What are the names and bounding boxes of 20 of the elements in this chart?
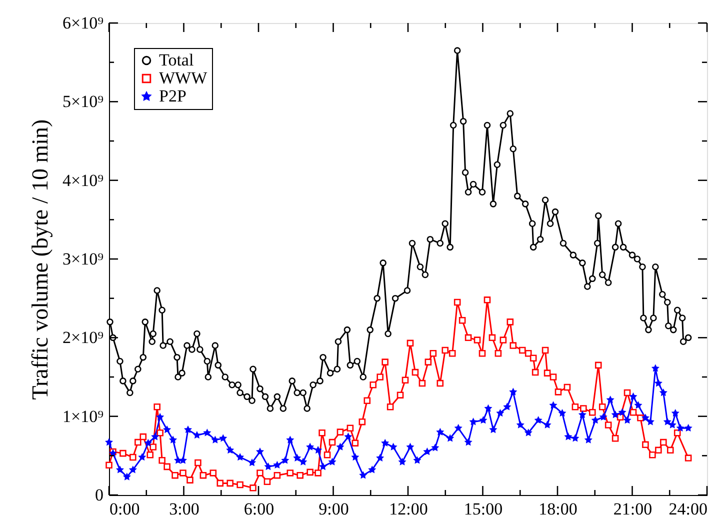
x-tick-label: 18:00 [538,500,578,518]
y-tick-label: 0 [95,486,104,504]
y-tick-label: 6×10⁹ [62,14,104,32]
x-tick-label: 6:00 [244,500,274,518]
y-tick-label: 2×10⁹ [62,328,104,348]
x-tick-label: 9:00 [318,500,349,518]
y-axis-title: Traffic volume (byte / 10 min) [27,119,52,400]
x-tick-label: 3:00 [169,500,200,518]
legend-label: P2P [159,86,186,106]
x-tick-label: 21:00 [613,500,652,518]
x-tick-label: 15:00 [464,500,503,518]
y-tick-label: 4×10⁹ [62,170,104,190]
y-tick-label: 3×10⁹ [62,250,104,268]
y-tick-label: 1×10⁹ [62,406,104,426]
legend-label: WWW [159,68,208,88]
x-tick-label: 12:00 [389,500,428,518]
y-tick-label: 5×10⁹ [62,92,104,112]
x-tick-label: 24:00 [668,500,708,518]
legend-label: Total [159,50,194,70]
x-tick-label: 0:00 [110,500,140,518]
